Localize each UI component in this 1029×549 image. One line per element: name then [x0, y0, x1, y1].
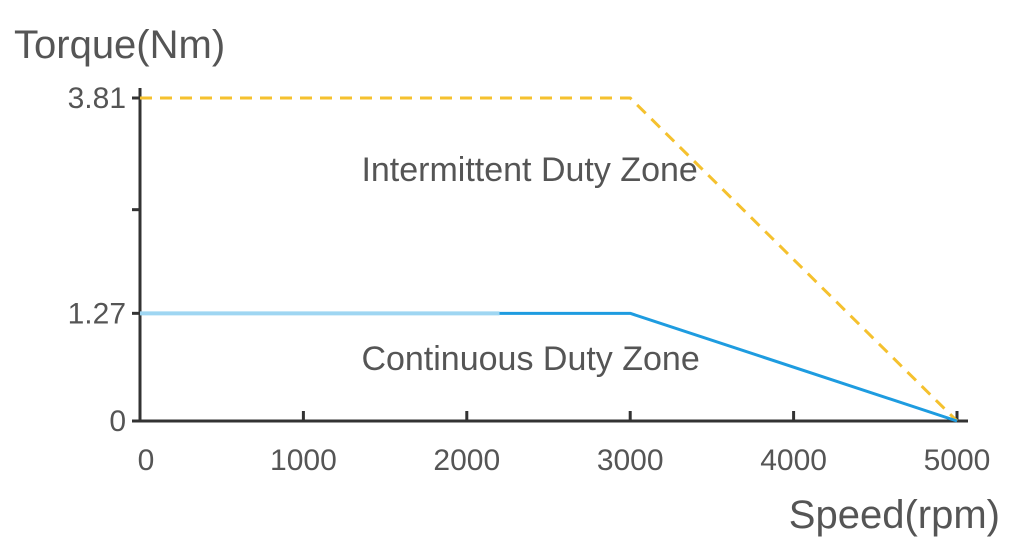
- x-tick-label: 3000: [597, 444, 664, 477]
- y-tick-label: 3.81: [68, 82, 126, 115]
- x-tick-label: 2000: [433, 444, 500, 477]
- y-tick-label: 0: [109, 405, 126, 438]
- x-tick-label: 5000: [924, 444, 991, 477]
- intermittent-zone-label: Intermittent Duty Zone: [361, 151, 697, 189]
- x-tick-label: 1000: [270, 444, 337, 477]
- y-tick-label: 1.27: [68, 297, 126, 330]
- continuous-zone-label: Continuous Duty Zone: [361, 340, 699, 378]
- intermittent-duty-line: [140, 96, 959, 423]
- x-axis-label: Speed(rpm): [789, 493, 1000, 537]
- y-axis-label: Torque(Nm): [14, 23, 225, 67]
- x-tick-label: 0: [138, 444, 155, 477]
- plot-area: 0 1000 2000 3000 4000 5000 0 1.27 3.81 Intermitte…: [68, 82, 991, 477]
- x-tick-label: 4000: [760, 444, 827, 477]
